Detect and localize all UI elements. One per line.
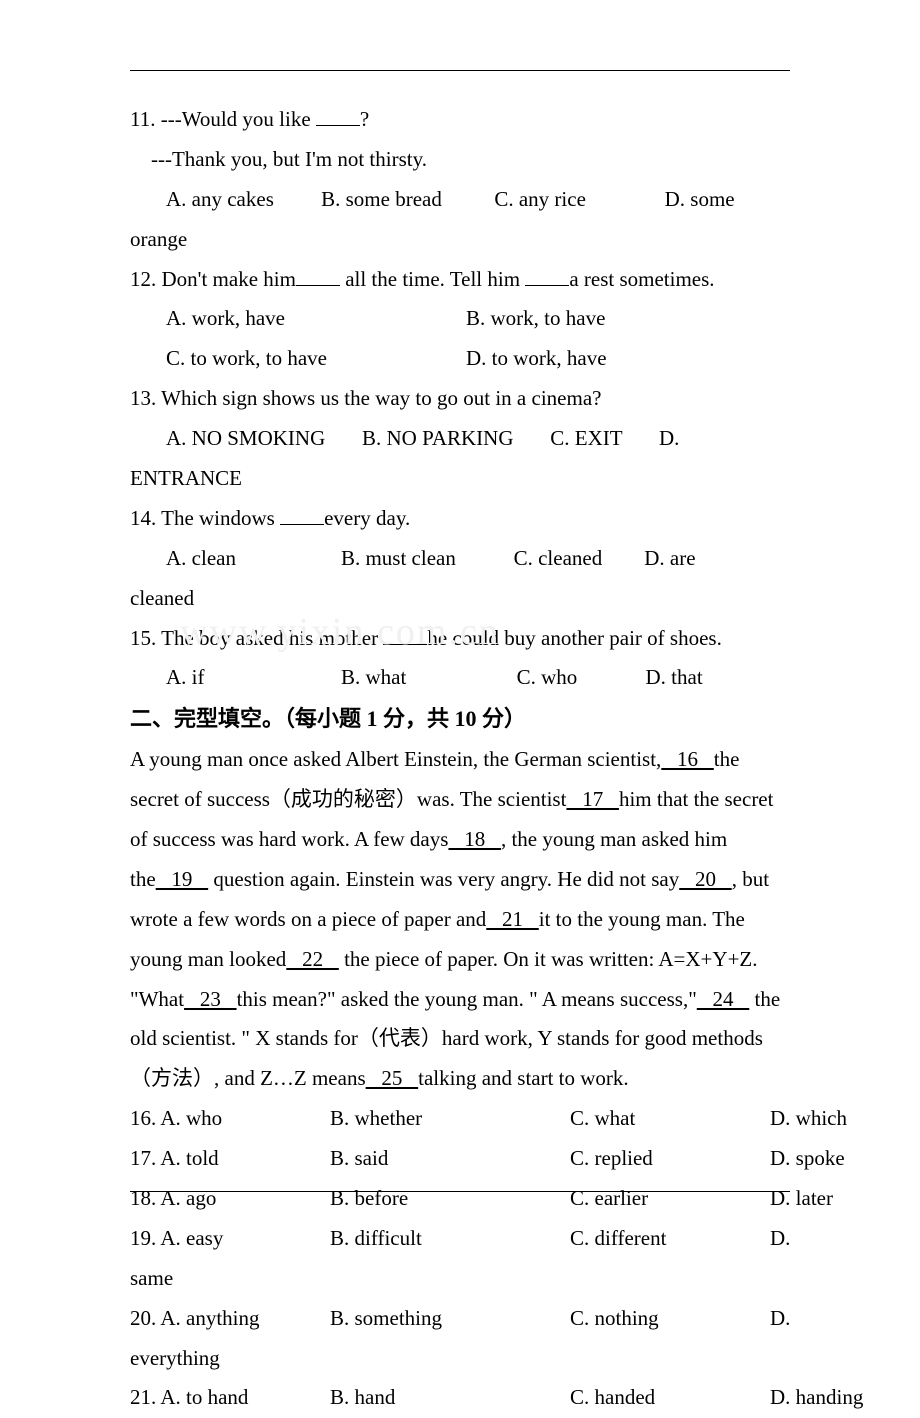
q13-options: A. NO SMOKING B. NO PARKING C. EXIT D. — [130, 419, 790, 459]
q12-A: A. work, have — [166, 299, 466, 339]
cloze-blank-21: 21 — [486, 907, 539, 931]
cloze-blank-22: 22 — [286, 947, 339, 971]
cloze-passage: A young man once asked Albert Einstein, … — [130, 740, 790, 1099]
q12-opts-row1: A. work, haveB. work, to have — [130, 299, 790, 339]
q11-stem1a: 11. ---Would you like — [130, 107, 316, 131]
cloze-17-D: D. spoke — [770, 1146, 845, 1170]
q15-s0: 15. The boy asked his mother — [130, 626, 383, 650]
cloze-21-C: C. handed — [570, 1378, 770, 1418]
cloze-19-B: B. difficult — [330, 1219, 570, 1259]
cloze-19-D: D. — [770, 1226, 790, 1250]
cloze-21-B: B. hand — [330, 1378, 570, 1418]
q14-options: A. clean B. must clean C. cleaned D. are — [130, 539, 790, 579]
cloze-20-wrap: everything — [130, 1339, 790, 1379]
q11-options: A. any cakes B. some bread C. any rice D… — [130, 180, 790, 220]
q15-s1: he could buy another pair of shoes. — [427, 626, 722, 650]
cloze-blank-17: 17 — [566, 787, 619, 811]
cloze-17-A: 17. A. told — [130, 1139, 330, 1179]
cloze-16-A: 16. A. who — [130, 1099, 330, 1139]
cloze-17-B: B. said — [330, 1139, 570, 1179]
section2-heading: 二、完型填空。（每小题 1 分，共 10 分） — [130, 698, 790, 740]
q12-s0: 12. Don't make him — [130, 267, 296, 291]
cloze-20-B: B. something — [330, 1299, 570, 1339]
rule-top — [130, 70, 790, 71]
cloze-18-C: C. earlier — [570, 1179, 770, 1219]
q12-s1: all the time. Tell him — [340, 267, 525, 291]
q12-B: B. work, to have — [466, 306, 605, 330]
cloze-18-A: 18. A. ago — [130, 1179, 330, 1219]
q11-wrap: orange — [130, 220, 790, 260]
cloze-options: 16. A. whoB. whetherC. whatD. which17. A… — [130, 1099, 790, 1418]
cloze-20-A: 20. A. anything — [130, 1299, 330, 1339]
cloze-blank-23: 23 — [184, 987, 237, 1011]
cloze-blank-25: 25 — [366, 1066, 419, 1090]
page: www.yixin.com.cn 11. ---Would you like ?… — [0, 0, 920, 1302]
q12-blank2 — [525, 285, 569, 286]
q12-C: C. to work, to have — [166, 339, 466, 379]
q15-blank — [383, 644, 427, 645]
cloze-17-C: C. replied — [570, 1139, 770, 1179]
cloze-18-D: D. later — [770, 1186, 833, 1210]
cloze-19-C: C. different — [570, 1219, 770, 1259]
cloze-20-C: C. nothing — [570, 1299, 770, 1339]
cloze-para2: "What 23 this mean?" asked the young man… — [130, 980, 790, 1100]
q12-stem: 12. Don't make him all the time. Tell hi… — [130, 260, 790, 300]
cloze-blank-24: 24 — [697, 987, 750, 1011]
q13-wrap: ENTRANCE — [130, 459, 790, 499]
cloze-21-D: D. handing — [770, 1385, 863, 1409]
content: 11. ---Would you like ? ---Thank you, bu… — [130, 100, 790, 1418]
cloze-19-A: 19. A. easy — [130, 1219, 330, 1259]
q12-opts-row2: C. to work, to haveD. to work, have — [130, 339, 790, 379]
rule-bottom — [130, 1191, 790, 1192]
q12-blank1 — [296, 285, 340, 286]
cloze-16-B: B. whether — [330, 1099, 570, 1139]
q11-stem-line1: 11. ---Would you like ? — [130, 100, 790, 140]
cloze-21-A: 21. A. to hand — [130, 1378, 330, 1418]
q14-blank — [280, 524, 324, 525]
q11-stem-line2: ---Thank you, but I'm not thirsty. — [130, 140, 790, 180]
cloze-16-D: D. which — [770, 1106, 847, 1130]
q14-s0: 14. The windows — [130, 506, 280, 530]
cloze-row-18: 18. A. agoB. beforeC. earlierD. later — [130, 1179, 790, 1219]
q12-D: D. to work, have — [466, 346, 607, 370]
q11-blank — [316, 125, 360, 126]
q13-stem: 13. Which sign shows us the way to go ou… — [130, 379, 790, 419]
q15-options: A. if B. what C. who D. that — [130, 658, 790, 698]
cloze-16-C: C. what — [570, 1099, 770, 1139]
cloze-row-21: 21. A. to handB. handC. handedD. handing — [130, 1378, 790, 1418]
q15-stem: 15. The boy asked his mother he could bu… — [130, 619, 790, 659]
q11-stem1b: ? — [360, 107, 369, 131]
cloze-row-17: 17. A. toldB. saidC. repliedD. spoke — [130, 1139, 790, 1179]
cloze-row-16: 16. A. whoB. whetherC. whatD. which — [130, 1099, 790, 1139]
cloze-row-20: 20. A. anythingB. somethingC. nothingD. — [130, 1299, 790, 1339]
cloze-blank-16: 16 — [661, 747, 714, 771]
cloze-blank-18: 18 — [448, 827, 501, 851]
cloze-19-wrap: same — [130, 1259, 790, 1299]
q14-stem: 14. The windows every day. — [130, 499, 790, 539]
cloze-18-B: B. before — [330, 1179, 570, 1219]
cloze-para1: A young man once asked Albert Einstein, … — [130, 740, 790, 979]
cloze-blank-19: 19 — [156, 867, 209, 891]
q14-s1: every day. — [324, 506, 410, 530]
cloze-row-19: 19. A. easyB. difficultC. differentD. — [130, 1219, 790, 1259]
q14-wrap: cleaned — [130, 579, 790, 619]
cloze-20-D: D. — [770, 1306, 790, 1330]
q12-s2: a rest sometimes. — [569, 267, 714, 291]
cloze-blank-20: 20 — [679, 867, 732, 891]
